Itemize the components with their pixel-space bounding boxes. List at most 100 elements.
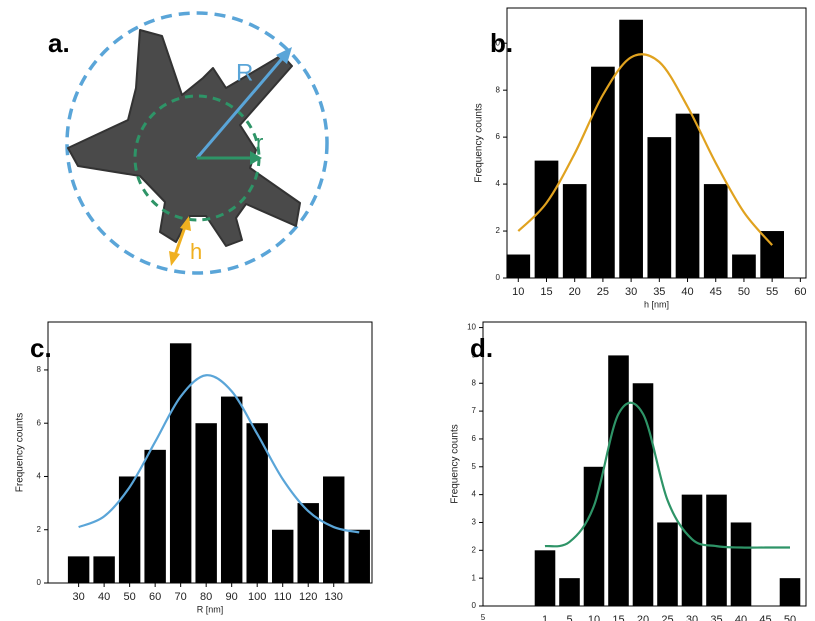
x-tick-label: 55 — [766, 286, 778, 298]
panel-a: a. R r h — [48, 11, 329, 275]
y-tick-label: 9 — [472, 351, 477, 360]
outer-circle — [65, 11, 329, 275]
x-tick-label: 80 — [200, 591, 212, 603]
y-tick-label: 4 — [472, 490, 477, 499]
bar — [647, 137, 672, 278]
x-tick-label: 15 — [612, 614, 624, 621]
x-tick-label: 40 — [98, 591, 110, 603]
x-tick-label: 10 — [512, 286, 524, 298]
particle — [67, 29, 301, 247]
bar — [271, 529, 294, 583]
y-tick-label: 2 — [472, 545, 477, 554]
y-axis-label: Frequency counts — [15, 413, 26, 493]
y-tick-label: 6 — [37, 418, 42, 427]
x-tick-label: 40 — [681, 286, 693, 298]
x-tick-label: 120 — [299, 591, 317, 603]
y-tick-label: 0 — [496, 273, 501, 282]
r-arrow — [195, 53, 288, 159]
bar — [506, 254, 531, 278]
x-tick-label: 30 — [686, 614, 698, 621]
bar — [591, 66, 615, 279]
y-tick-label: 0 — [37, 578, 42, 587]
y-axis-label: Frequency counts — [474, 103, 485, 183]
y-tick-label: 7 — [472, 406, 477, 415]
y-tick-label: 10 — [467, 323, 476, 332]
x-tick-label: 30 — [625, 286, 637, 298]
bar — [675, 113, 700, 278]
label-h: h — [190, 239, 202, 264]
bar — [246, 423, 268, 583]
x-tick-label: 30 — [72, 591, 84, 603]
x-tick-label: 25 — [661, 614, 673, 621]
panel: 0 2 4 6 8 10 10 15 20 25 30 35 40 45 50 55 60 h [nm] Frequ… — [474, 7, 807, 309]
x-tick-label: 10 — [588, 614, 600, 621]
bar — [779, 578, 801, 606]
plot-frame — [47, 321, 373, 584]
label-R: R — [236, 59, 253, 86]
x-axis-label: R [nm] — [197, 604, 224, 614]
x-tick-label: 35 — [710, 614, 722, 621]
y-tick-label: 3 — [472, 518, 477, 527]
x-tick-label: 35 — [653, 286, 665, 298]
y-tick-label: 6 — [496, 132, 501, 141]
y-tick-label: 8 — [496, 85, 501, 94]
fit-curve — [544, 401, 790, 549]
bar — [657, 522, 678, 606]
fit-curve — [517, 53, 773, 246]
bar — [195, 423, 217, 583]
y-tick-label: 2 — [37, 525, 42, 534]
y-tick-label: 5 — [472, 462, 477, 471]
arrow-head — [180, 216, 191, 231]
y-tick-label: 8 — [37, 365, 42, 374]
panel-label: c. — [30, 333, 52, 363]
bar — [730, 522, 752, 606]
plot-frame — [506, 7, 807, 279]
bar — [67, 556, 90, 583]
x-tick-label: 40 — [735, 614, 747, 621]
y-tick-label: 2 — [496, 226, 501, 235]
fit-curve — [78, 374, 360, 534]
bar — [562, 184, 587, 278]
x-tick-label: 45 — [710, 286, 722, 298]
x-tick-label: 5 — [481, 613, 486, 621]
bar — [297, 503, 319, 583]
bar — [118, 476, 141, 583]
arrow-head — [169, 251, 180, 266]
bar — [220, 396, 243, 583]
y-tick-label: 6 — [472, 434, 477, 443]
bar — [559, 578, 580, 606]
x-tick-label: 45 — [759, 614, 771, 621]
bar — [760, 231, 784, 278]
panel: 0 2 4 6 8 30 40 50 60 70 80 90 100 110 120 130 R [nm] Fre… — [15, 321, 373, 614]
label-r: r — [256, 130, 263, 155]
bar — [144, 449, 166, 583]
y-tick-label: 4 — [496, 179, 501, 188]
x-tick-label: 50 — [124, 591, 136, 603]
x-tick-label: 15 — [540, 286, 552, 298]
bar — [169, 343, 192, 583]
bar — [348, 529, 370, 583]
y-tick-label: 0 — [472, 601, 477, 610]
x-tick-label: 20 — [569, 286, 581, 298]
bar — [619, 19, 643, 278]
y-tick-label: 8 — [472, 378, 477, 387]
h-arrow — [172, 223, 188, 259]
plot-frame — [482, 321, 807, 607]
x-tick-label: 130 — [325, 591, 343, 603]
bar — [732, 254, 756, 278]
x-tick-label: 110 — [274, 591, 292, 603]
bar — [681, 494, 703, 606]
bar — [632, 383, 654, 606]
x-tick-label: 90 — [226, 591, 238, 603]
panel: 012345678910151015202530354045505r [nm]F… — [450, 321, 807, 621]
panel-label: d. — [470, 333, 493, 363]
bar — [93, 556, 115, 583]
bar — [706, 494, 727, 606]
y-tick-label: 1 — [472, 573, 477, 582]
x-axis-label: h [nm] — [644, 299, 669, 309]
panel-label: a. — [48, 28, 70, 58]
panel-label: b. — [490, 28, 513, 58]
arrow-head — [276, 47, 292, 64]
x-tick-label: 100 — [248, 591, 266, 603]
y-axis-label: Frequency counts — [450, 424, 461, 504]
